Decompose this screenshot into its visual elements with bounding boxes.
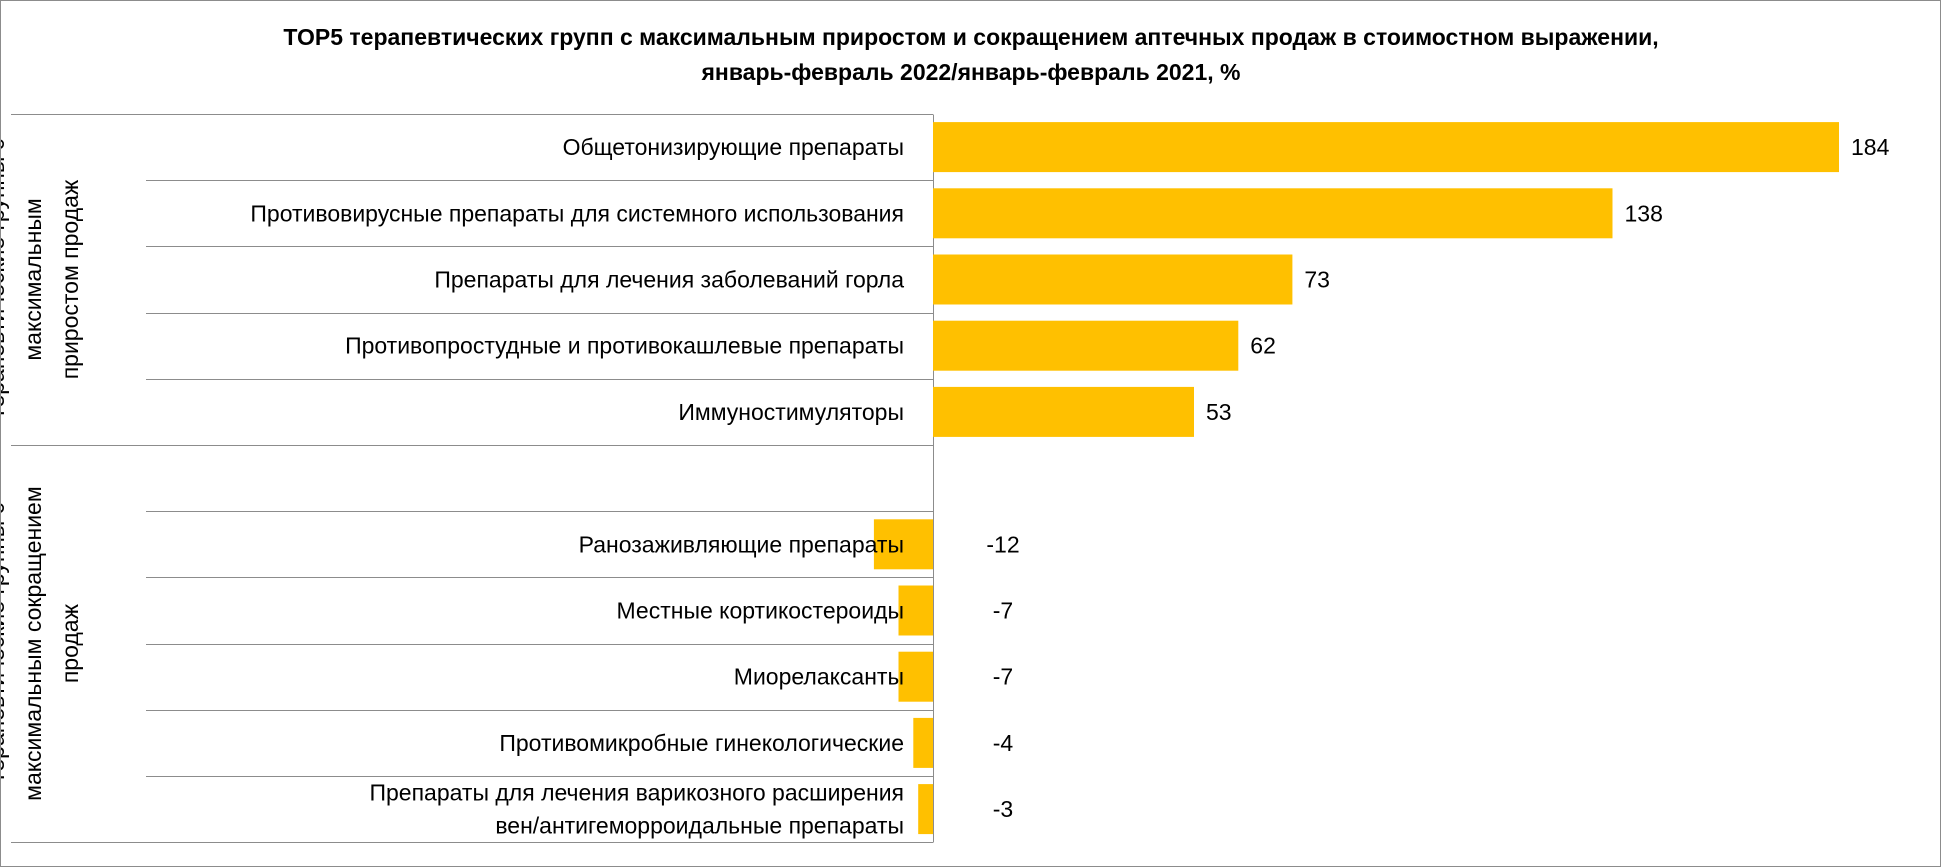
category-label: Противопростудные и противокашлевые преп… <box>345 333 904 359</box>
category-label: Противомикробные гинекологические <box>499 730 904 756</box>
bar-g0-c0 <box>933 122 1839 173</box>
bar-g1-c2 <box>898 585 933 636</box>
group-label: Терапевтические группы с <box>1 503 9 785</box>
category-label: Препараты для лечения заболеваний горла <box>434 267 904 293</box>
bar-g1-c1 <box>873 519 933 570</box>
category-label: Ранозаживляющие препараты <box>579 531 904 557</box>
value-label: 184 <box>1851 134 1890 160</box>
bar-g1-c4 <box>913 717 933 768</box>
bar-g1-c3 <box>898 651 933 702</box>
value-label: -7 <box>993 598 1013 624</box>
group-labels: Терапевтические группы с максимальным прир… <box>1 139 83 801</box>
category-label: Иммуностимуляторы <box>678 399 904 425</box>
group-label: Терапевтические группы с <box>1 139 9 421</box>
category-labels: Общетонизирующие препараты Противовирусны… <box>250 134 905 839</box>
group-label: максимальным <box>20 198 46 360</box>
value-label: 138 <box>1625 200 1663 226</box>
value-label: 53 <box>1206 399 1232 425</box>
category-label: Противовирусные препараты для системного… <box>250 200 904 226</box>
value-label: 73 <box>1304 267 1330 293</box>
chart-title-line-1: TOP5 терапевтических групп с максимальны… <box>283 24 1658 50</box>
group-label: продаж <box>57 603 83 683</box>
group-label: максимальным сокращением <box>20 486 46 801</box>
value-label: -3 <box>993 796 1013 822</box>
bar-g0-c1 <box>933 188 1613 239</box>
category-label: Общетонизирующие препараты <box>563 134 904 160</box>
category-label: вен/антигеморроидальные препараты <box>495 813 904 839</box>
category-label: Миорелаксанты <box>734 664 904 690</box>
bar-g1-c5 <box>918 784 933 835</box>
chart-title-line-2: январь-февраль 2022/январь-февраль 2021,… <box>701 59 1241 85</box>
value-label: -7 <box>993 664 1013 690</box>
bar-g0-c2 <box>933 254 1293 305</box>
group-label: приростом продаж <box>57 179 83 379</box>
value-label: -12 <box>986 531 1019 557</box>
category-label: Местные кортикостероиды <box>617 598 905 624</box>
category-axis <box>11 114 934 843</box>
value-label: 62 <box>1250 333 1276 359</box>
bar-g0-c4 <box>933 386 1194 437</box>
category-label: Препараты для лечения варикозного расшир… <box>369 780 904 806</box>
bars <box>873 122 1839 835</box>
bar-g0-c3 <box>933 320 1239 371</box>
value-labels: 184 138 73 62 53 -12 -7 -7 -4 -3 <box>986 134 1889 822</box>
value-label: -4 <box>993 730 1014 756</box>
